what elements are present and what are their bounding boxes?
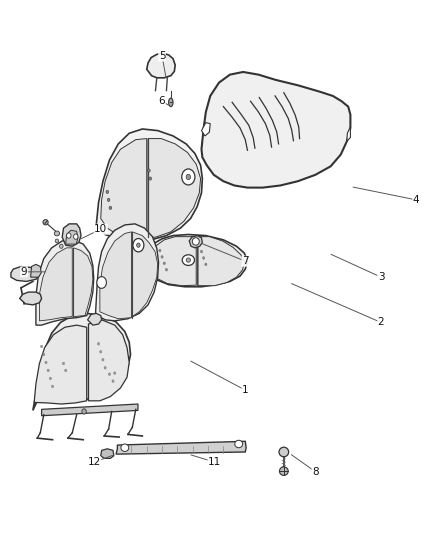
Polygon shape bbox=[88, 313, 102, 325]
Ellipse shape bbox=[186, 258, 191, 262]
Polygon shape bbox=[148, 139, 201, 237]
Polygon shape bbox=[101, 139, 147, 237]
Polygon shape bbox=[34, 325, 87, 404]
Text: 2: 2 bbox=[378, 318, 385, 327]
Polygon shape bbox=[198, 237, 244, 286]
Ellipse shape bbox=[82, 409, 86, 414]
Ellipse shape bbox=[97, 277, 106, 288]
Polygon shape bbox=[148, 235, 247, 287]
Text: 12: 12 bbox=[88, 457, 101, 467]
Ellipse shape bbox=[65, 369, 67, 372]
Ellipse shape bbox=[67, 233, 71, 238]
Ellipse shape bbox=[49, 377, 52, 379]
Polygon shape bbox=[100, 232, 131, 319]
Polygon shape bbox=[42, 404, 138, 416]
Ellipse shape bbox=[43, 353, 45, 356]
Text: 10: 10 bbox=[94, 224, 107, 234]
Polygon shape bbox=[96, 129, 202, 241]
Ellipse shape bbox=[235, 440, 243, 448]
Ellipse shape bbox=[159, 249, 161, 252]
Ellipse shape bbox=[102, 358, 104, 361]
Polygon shape bbox=[66, 230, 78, 244]
Polygon shape bbox=[201, 72, 350, 188]
Ellipse shape bbox=[47, 369, 49, 372]
Ellipse shape bbox=[55, 239, 59, 243]
Ellipse shape bbox=[106, 190, 109, 193]
Ellipse shape bbox=[104, 367, 106, 369]
Text: 1: 1 bbox=[242, 385, 249, 395]
Ellipse shape bbox=[54, 231, 60, 236]
Polygon shape bbox=[39, 248, 72, 321]
Ellipse shape bbox=[107, 198, 110, 201]
Ellipse shape bbox=[51, 385, 54, 388]
Text: 6: 6 bbox=[159, 96, 166, 106]
Text: 8: 8 bbox=[312, 467, 319, 477]
Ellipse shape bbox=[133, 239, 144, 252]
Ellipse shape bbox=[200, 250, 202, 253]
Ellipse shape bbox=[109, 373, 110, 375]
Ellipse shape bbox=[182, 255, 194, 265]
Polygon shape bbox=[62, 224, 81, 246]
Polygon shape bbox=[116, 441, 246, 454]
Polygon shape bbox=[11, 266, 39, 281]
Ellipse shape bbox=[112, 379, 114, 383]
Text: 9: 9 bbox=[21, 267, 28, 277]
Polygon shape bbox=[31, 264, 41, 277]
Ellipse shape bbox=[45, 361, 47, 364]
Ellipse shape bbox=[182, 169, 195, 185]
Ellipse shape bbox=[97, 342, 99, 345]
Text: 5: 5 bbox=[159, 51, 166, 61]
Polygon shape bbox=[20, 292, 42, 305]
Polygon shape bbox=[132, 232, 158, 317]
Text: 4: 4 bbox=[413, 195, 420, 205]
Ellipse shape bbox=[186, 174, 191, 180]
Polygon shape bbox=[201, 123, 210, 136]
Ellipse shape bbox=[43, 220, 48, 225]
Ellipse shape bbox=[205, 263, 207, 265]
Ellipse shape bbox=[166, 269, 167, 271]
Ellipse shape bbox=[137, 243, 140, 247]
Polygon shape bbox=[74, 248, 93, 317]
Polygon shape bbox=[36, 240, 94, 325]
Text: 11: 11 bbox=[208, 457, 221, 467]
Polygon shape bbox=[95, 224, 159, 321]
Ellipse shape bbox=[149, 177, 152, 180]
Ellipse shape bbox=[279, 447, 289, 457]
Text: 3: 3 bbox=[378, 272, 385, 282]
Ellipse shape bbox=[109, 206, 112, 209]
Polygon shape bbox=[347, 127, 350, 141]
Ellipse shape bbox=[202, 257, 205, 259]
Ellipse shape bbox=[121, 444, 129, 451]
Ellipse shape bbox=[192, 238, 199, 245]
Ellipse shape bbox=[40, 345, 42, 348]
Ellipse shape bbox=[62, 362, 65, 365]
Text: 7: 7 bbox=[242, 256, 249, 266]
Polygon shape bbox=[101, 449, 114, 458]
Ellipse shape bbox=[148, 169, 150, 172]
Ellipse shape bbox=[279, 467, 288, 475]
Ellipse shape bbox=[74, 234, 78, 239]
Ellipse shape bbox=[100, 351, 102, 353]
Ellipse shape bbox=[60, 244, 63, 248]
Polygon shape bbox=[88, 320, 129, 401]
Ellipse shape bbox=[163, 262, 166, 265]
Ellipse shape bbox=[114, 372, 116, 374]
Polygon shape bbox=[151, 237, 196, 286]
Polygon shape bbox=[189, 236, 202, 248]
Ellipse shape bbox=[169, 98, 173, 107]
Polygon shape bbox=[33, 313, 131, 410]
Ellipse shape bbox=[161, 256, 163, 258]
Polygon shape bbox=[147, 53, 175, 78]
